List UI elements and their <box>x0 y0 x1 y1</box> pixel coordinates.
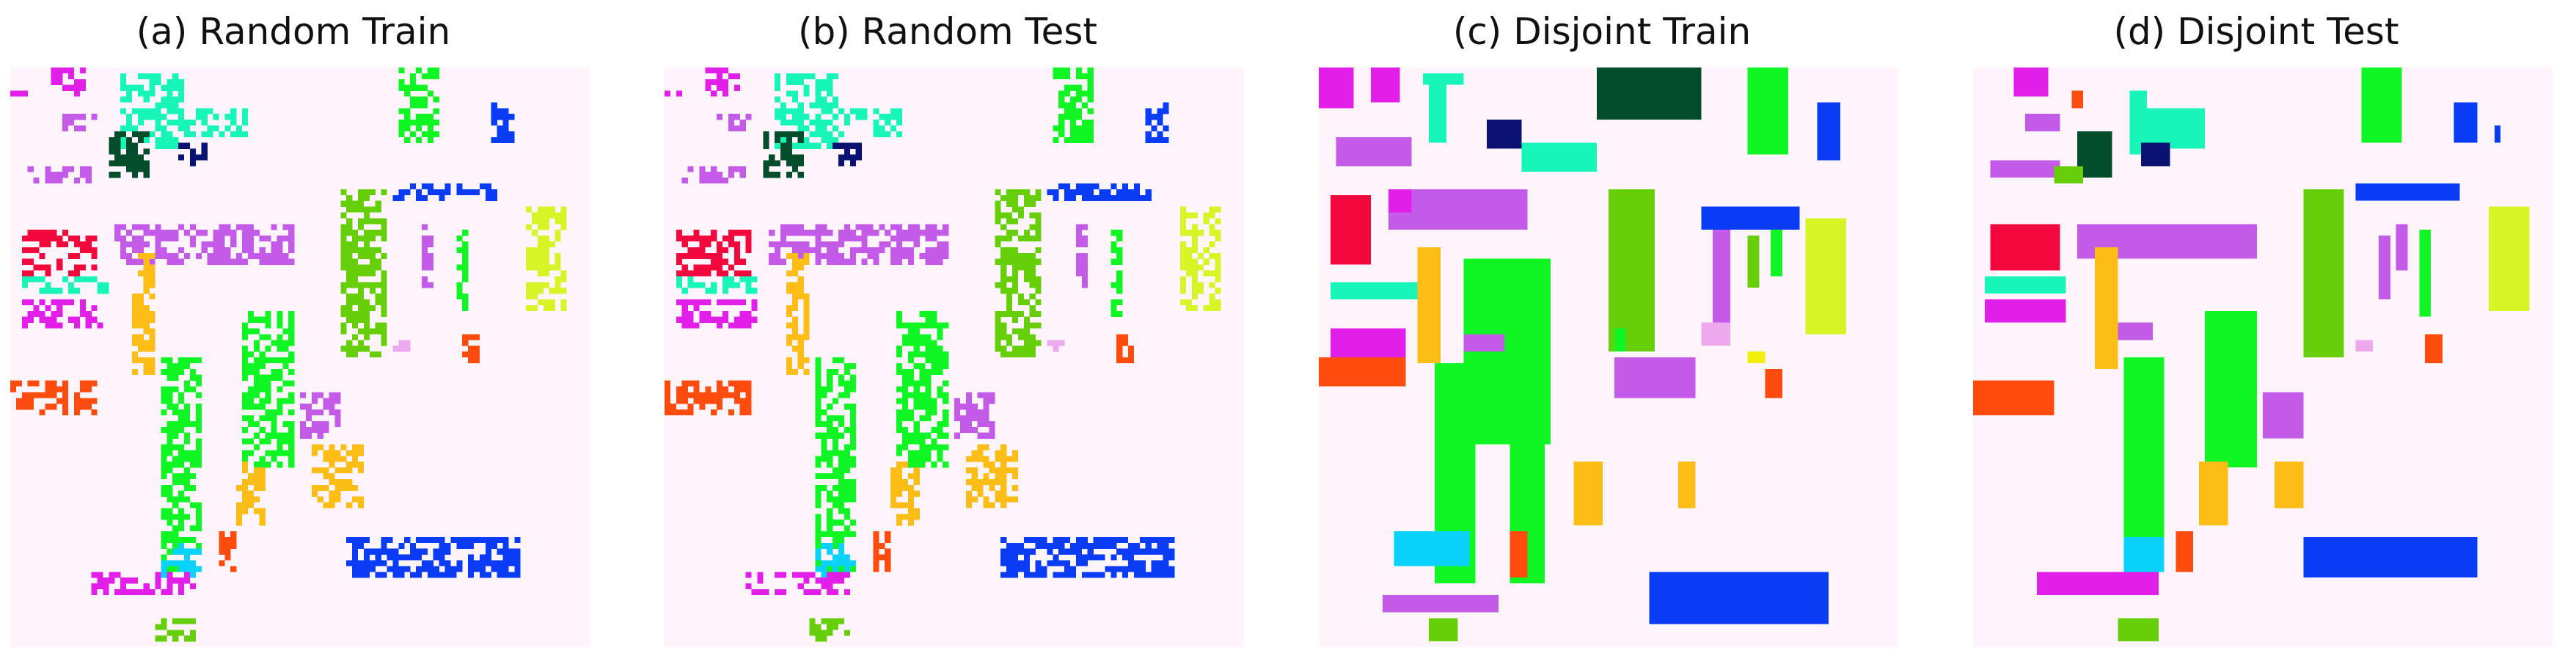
class-map-canvas <box>1319 68 1846 642</box>
panel-title: (b) Random Test <box>797 10 1097 53</box>
class-regions <box>1973 68 2530 642</box>
class-map-canvas <box>1973 68 2530 642</box>
class-map-canvas <box>10 68 567 642</box>
class-map <box>1319 68 1898 647</box>
class-pixels <box>10 68 567 642</box>
panel-disjoint-test: (d) Disjoint Test <box>1963 0 2553 667</box>
panel-title: (d) Disjoint Test <box>2113 10 2399 53</box>
panel-disjoint-train: (c) Disjoint Train <box>1309 0 1898 667</box>
panel-random-train: (a) Random Train <box>0 0 590 667</box>
class-regions <box>1319 68 1846 642</box>
panel-title: (c) Disjoint Train <box>1452 10 1752 53</box>
panel-random-test: (b) Random Test <box>654 0 1244 667</box>
class-map <box>10 68 590 647</box>
panel-title: (a) Random Train <box>136 10 451 53</box>
class-map <box>1973 68 2553 647</box>
class-pixels <box>665 68 1221 642</box>
class-map <box>665 68 1244 647</box>
class-map-canvas <box>665 68 1221 642</box>
